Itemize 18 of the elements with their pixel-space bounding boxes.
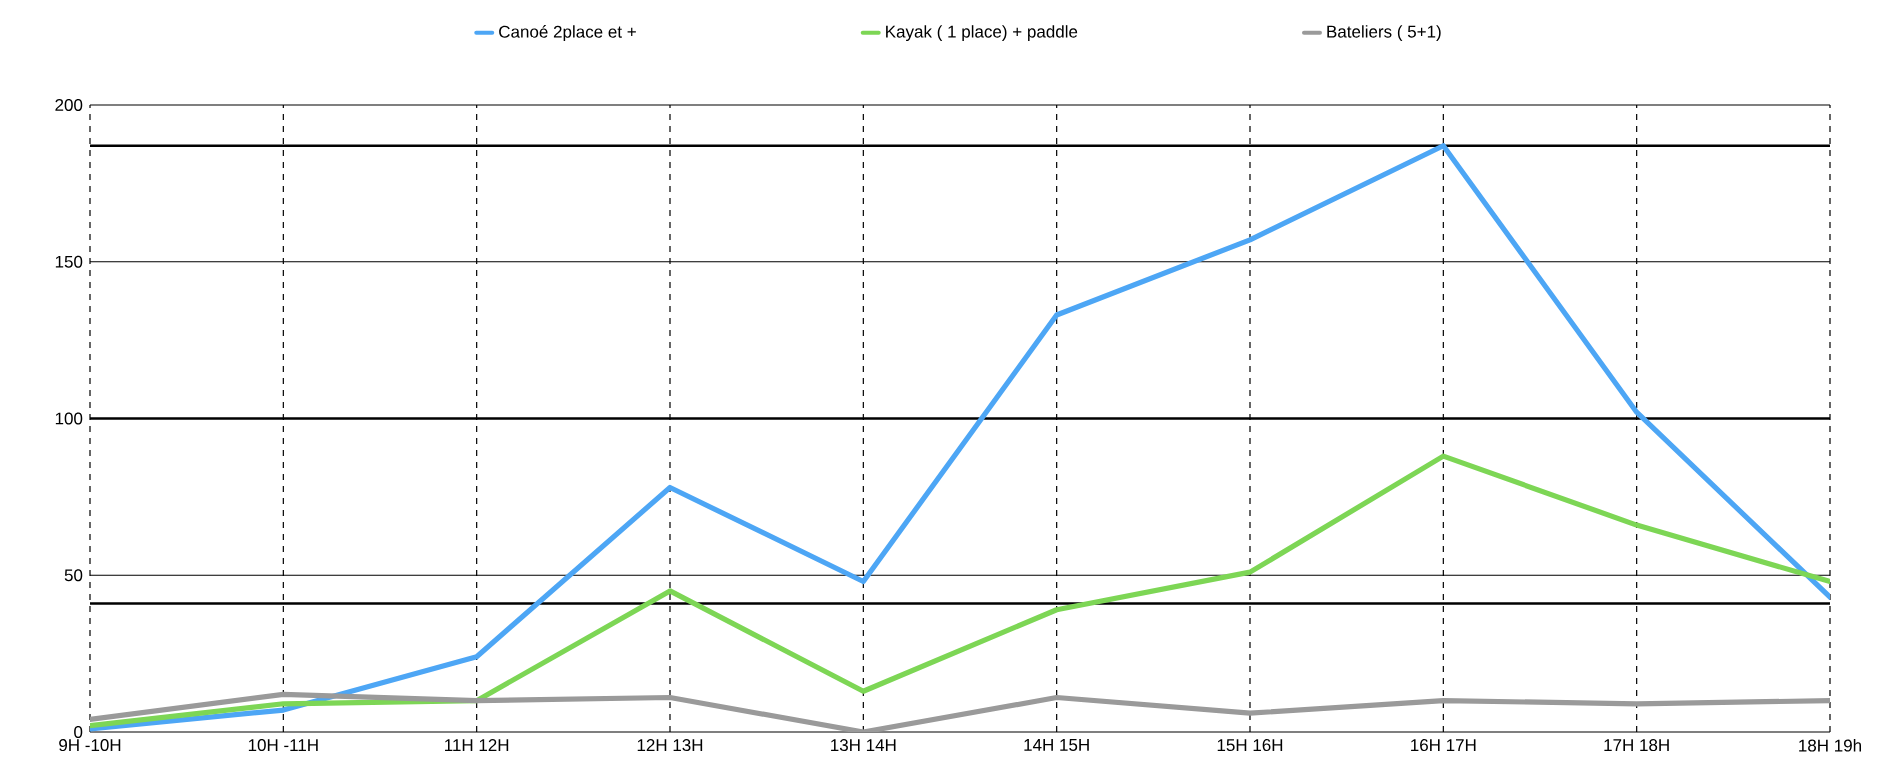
x-tick-label: 11H 12H [445, 739, 509, 751]
x-tick-label: 12H 13H [637, 739, 703, 752]
legend-label: Bateliers ( 5+1) [1327, 25, 1441, 42]
x-tick-label: 9H -10H [59, 739, 121, 752]
y-tick-label: 50 [64, 569, 83, 582]
y-tick-label: 150 [55, 255, 83, 268]
x-tick-label: 14H 15H [1024, 739, 1089, 751]
x-tick-label: 16H 17H [1411, 739, 1476, 752]
x-tick-label: 10H -11H [248, 739, 318, 752]
x-tick-label: 15H 16H [1217, 739, 1283, 752]
x-tick-label: 13H 14H [831, 739, 896, 752]
y-tick-label: 200 [55, 98, 83, 112]
y-tick-label: 100 [55, 412, 83, 425]
y-tick-label: 0 [74, 726, 83, 739]
legend-label: Canoé 2place et + [499, 25, 636, 42]
x-tick-label: 18H 19h [1799, 739, 1861, 752]
x-tick-label: 17H 18H [1604, 739, 1669, 752]
legend-label: Kayak ( 1 place) + paddle [886, 25, 1078, 42]
